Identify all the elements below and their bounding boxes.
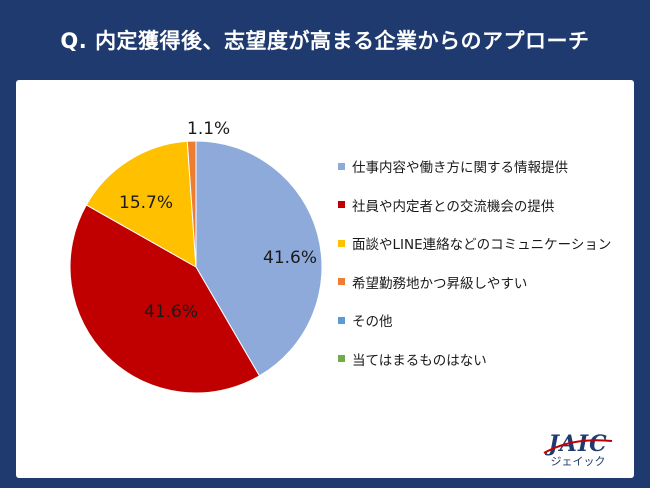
pie-slice-3 (186, 140, 197, 268)
slice-data-label-0: 41.6% (263, 248, 317, 268)
legend-item-2: 面談やLINE連絡などのコミュニケーション (338, 233, 628, 253)
legend-label: その他 (352, 314, 393, 331)
legend-swatch (338, 316, 345, 324)
legend-item-5: 当てはまるものはない (338, 349, 628, 369)
legend-swatch (338, 355, 345, 363)
legend-item-4: その他 (338, 310, 628, 330)
legend-label: 当てはまるものはない (352, 352, 487, 369)
legend-item-0: 仕事内容や働き方に関する情報提供 (338, 156, 628, 176)
legend-label: 面談やLINE連絡などのコミュニケーション (352, 237, 612, 254)
legend-label: 社員や内定者との交流機会の提供 (352, 198, 555, 215)
chart-panel: 41.6% 41.6% 15.7% 1.1% 仕事内容や働き方に関する情報提供 社員や内… (16, 80, 634, 478)
logo-wordmark: JAIC (548, 431, 608, 457)
jaic-logo: JAIC ジェイック (538, 433, 618, 468)
legend-swatch (338, 201, 345, 209)
legend-swatch (338, 162, 345, 170)
slice-data-label-2: 15.7% (119, 193, 173, 213)
legend-item-1: 社員や内定者との交流機会の提供 (338, 195, 628, 215)
pie-chart: 41.6% 41.6% 15.7% 1.1% (69, 119, 323, 394)
slice-data-label-1: 41.6% (144, 302, 198, 322)
pie-slice-0 (195, 140, 323, 377)
legend-swatch (338, 278, 345, 286)
legend-label: 仕事内容や働き方に関する情報提供 (352, 160, 568, 176)
chart-legend: 仕事内容や働き方に関する情報提供 社員や内定者との交流機会の提供面談やLINE連絡… (338, 156, 628, 388)
logo-subtitle: ジェイック (550, 455, 606, 468)
pie-slice-2 (85, 140, 197, 268)
pie-slice-1 (69, 204, 261, 394)
legend-swatch (338, 239, 345, 247)
slice-data-label-3: 1.1% (187, 119, 230, 139)
legend-item-3: 希望勤務地かつ昇級しやすい (338, 272, 628, 292)
logo-swoosh-icon (543, 439, 613, 454)
chart-title: Q. 内定獲得後、志望度が高まる企業からのアプローチ (60, 29, 590, 53)
legend-label: 希望勤務地かつ昇級しやすい (352, 275, 528, 292)
